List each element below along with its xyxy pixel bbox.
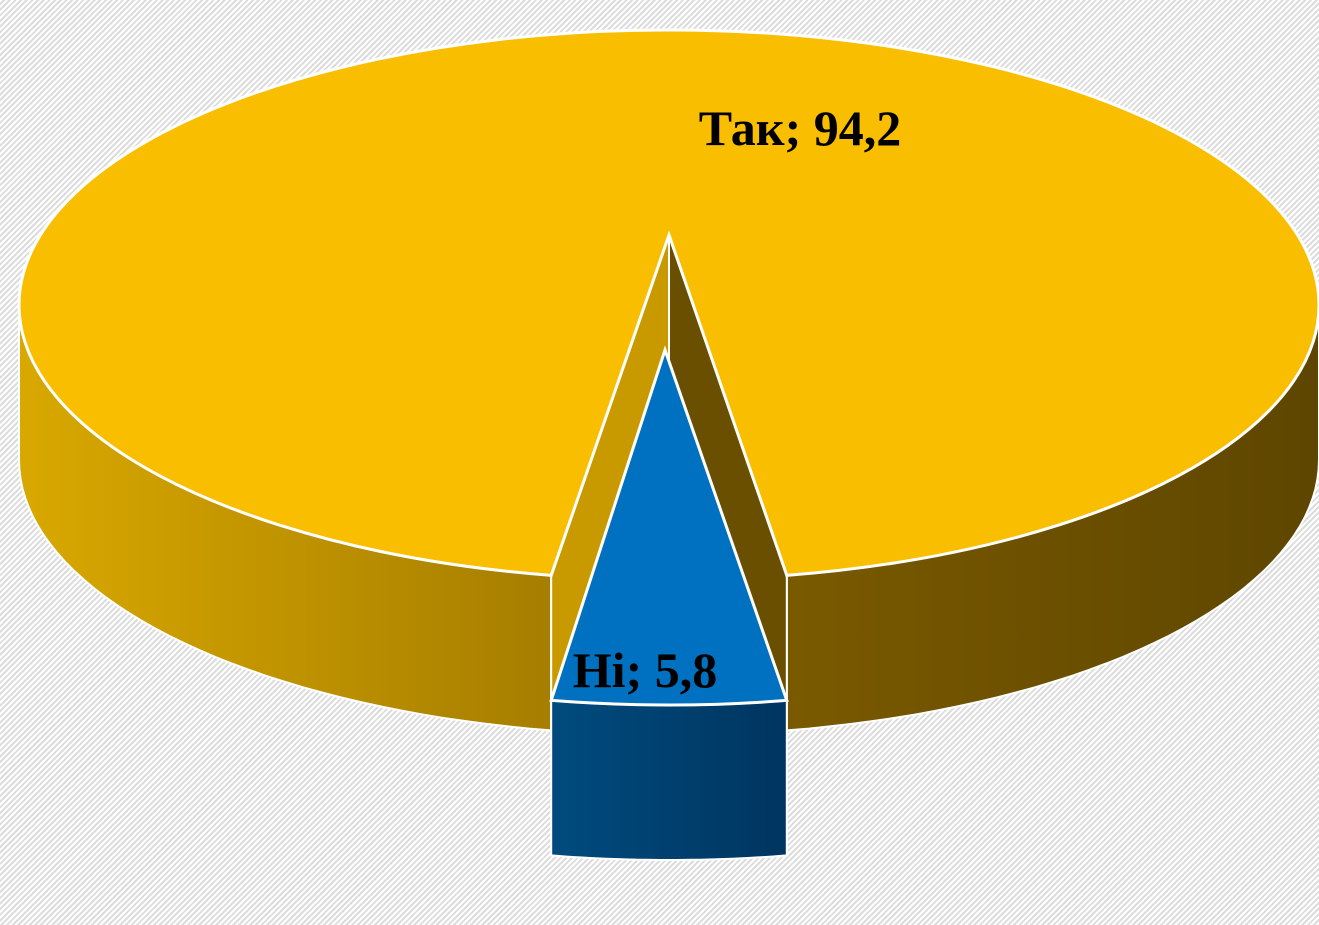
pie-slice-tak	[17, 28, 1319, 732]
data-label-tak: Так; 94,2	[699, 100, 902, 156]
slice-ni-top	[549, 345, 789, 707]
pie-slice-ni	[549, 345, 789, 861]
slice-ni-side	[550, 699, 788, 861]
slice-tak-top	[17, 28, 1319, 577]
data-label-ni: Ні; 5,8	[573, 642, 717, 698]
